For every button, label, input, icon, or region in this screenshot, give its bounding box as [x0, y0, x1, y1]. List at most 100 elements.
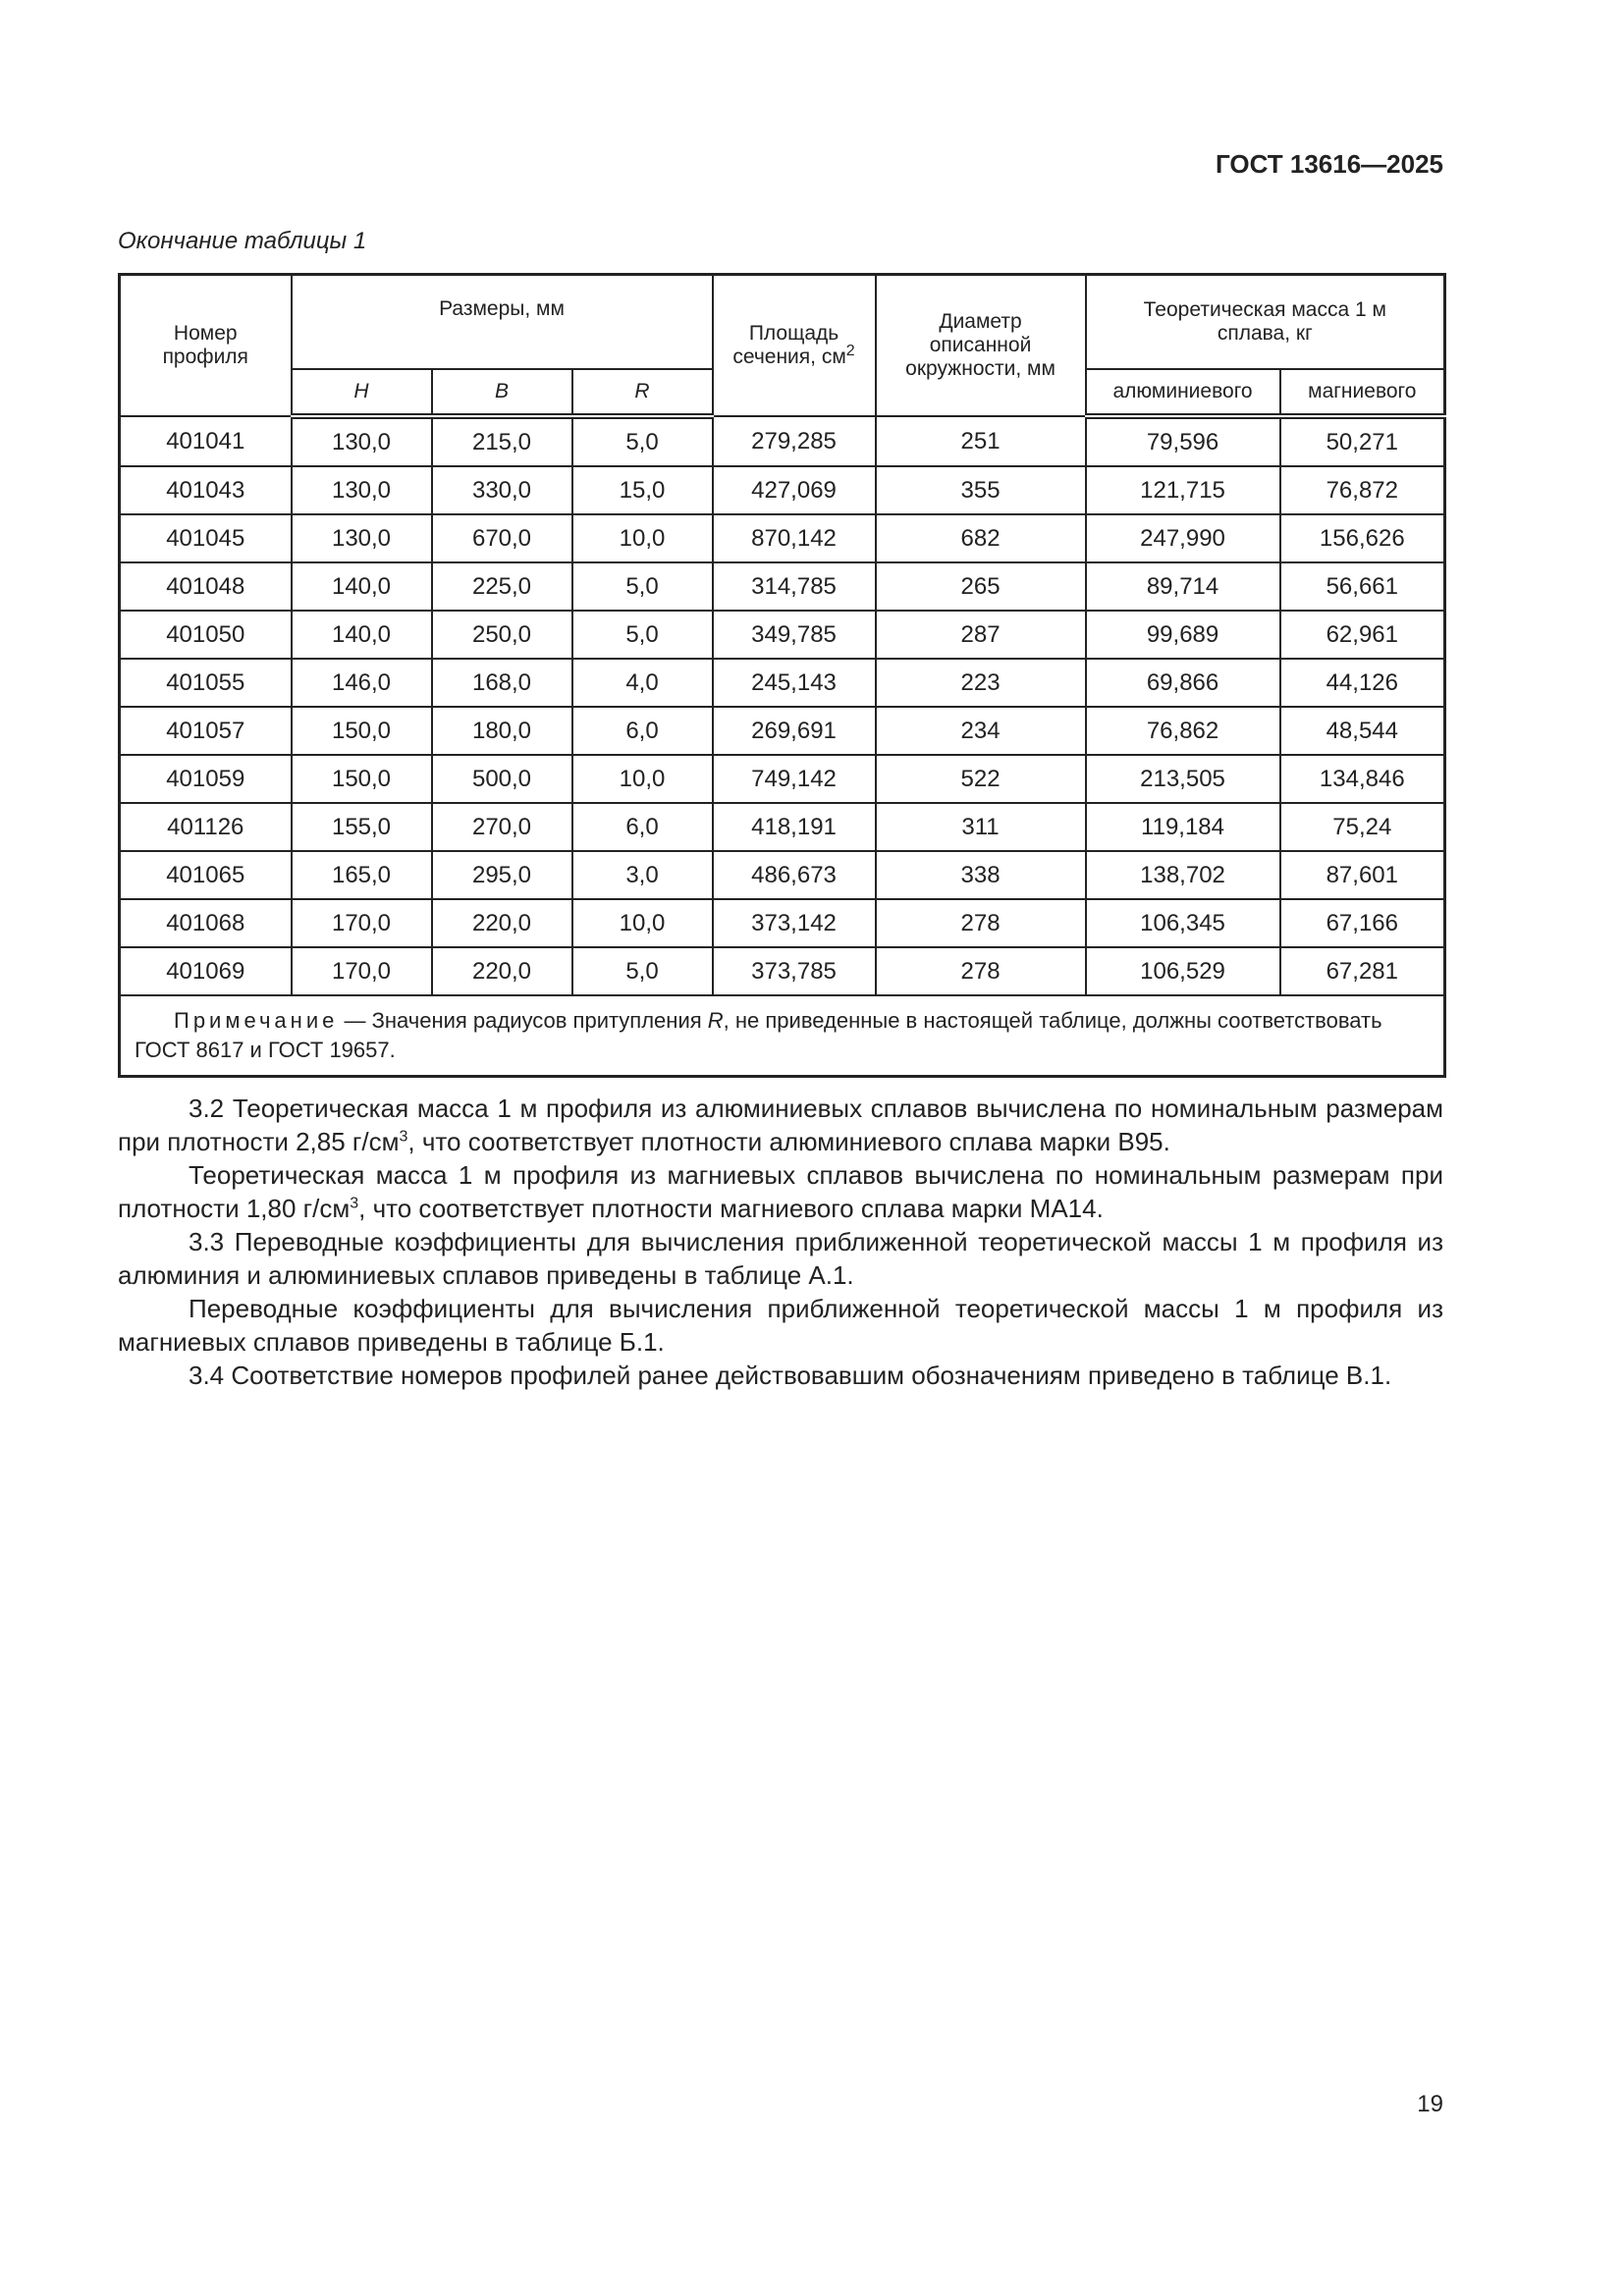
- table-cell: 401045: [118, 513, 293, 563]
- table-cell: 245,143: [711, 658, 877, 708]
- header-h: H: [290, 368, 433, 419]
- table-cell: 295,0: [430, 850, 573, 900]
- table-cell: 10,0: [570, 513, 714, 563]
- table-cell: 140,0: [290, 561, 433, 612]
- p2-sup: 3: [350, 1195, 359, 1212]
- table-cell: 138,702: [1084, 850, 1281, 900]
- table-cell: 278: [874, 898, 1087, 948]
- table-row: 401045 130,0 670,0 10,0 870,142 682 247,990 156…: [118, 513, 1446, 563]
- table-cell: 3,0: [570, 850, 714, 900]
- table-cell: 401059: [118, 754, 293, 804]
- table-row: 401126 155,0 270,0 6,0 418,191 311 119,184 75,2…: [118, 802, 1446, 852]
- table-cell: 373,142: [711, 898, 877, 948]
- table-cell: 5,0: [570, 561, 714, 612]
- paragraph-3-2-mg: Теоретическая масса 1 м профиля из магни…: [118, 1158, 1443, 1225]
- table-cell: 401041: [118, 415, 293, 467]
- table-cell: 870,142: [711, 513, 877, 563]
- document-id: ГОСТ 13616—2025: [1216, 149, 1443, 179]
- table-cell: 99,689: [1084, 610, 1281, 660]
- table-cell: 278: [874, 946, 1087, 996]
- table-cell: 75,24: [1278, 802, 1446, 852]
- note-text-a: — Значения радиусов притупления: [338, 1008, 708, 1033]
- table-cell: 401068: [118, 898, 293, 948]
- body-text: 3.2 Теоретическая масса 1 м профиля из а…: [118, 1092, 1443, 1392]
- table-cell: 130,0: [290, 513, 433, 563]
- table-cell: 522: [874, 754, 1087, 804]
- paragraph-3-3: 3.3 Переводные коэффициенты для вычислен…: [118, 1227, 1443, 1290]
- table-cell: 401048: [118, 561, 293, 612]
- table-cell: 373,785: [711, 946, 877, 996]
- table-cell: 69,866: [1084, 658, 1281, 708]
- table-row: 401057 150,0 180,0 6,0 269,691 234 76,862 48,54…: [118, 706, 1446, 756]
- table-cell: 106,345: [1084, 898, 1281, 948]
- table-cell: 5,0: [570, 610, 714, 660]
- table-cell: 146,0: [290, 658, 433, 708]
- table-row: 401043 130,0 330,0 15,0 427,069 355 121,715 76,…: [118, 465, 1446, 515]
- table-cell: 682: [874, 513, 1087, 563]
- table-cell: 287: [874, 610, 1087, 660]
- table-cell: 401057: [118, 706, 293, 756]
- table-cell: 225,0: [430, 561, 573, 612]
- p1-sup: 3: [399, 1128, 408, 1146]
- table-cell: 234: [874, 706, 1087, 756]
- table-cell: 269,691: [711, 706, 877, 756]
- table-cell: 427,069: [711, 465, 877, 515]
- table-cell: 48,544: [1278, 706, 1446, 756]
- table-cell: 250,0: [430, 610, 573, 660]
- table-cell: 121,715: [1084, 465, 1281, 515]
- table-cell: 5,0: [570, 415, 714, 467]
- header-area-text: Площадь сечения, см: [732, 322, 846, 368]
- table-cell: 5,0: [570, 946, 714, 996]
- table-cell: 500,0: [430, 754, 573, 804]
- table-cell: 130,0: [290, 415, 433, 467]
- table-cell: 130,0: [290, 465, 433, 515]
- header-b: B: [430, 368, 573, 419]
- table-row: 401048 140,0 225,0 5,0 314,785 265 89,714 56,66…: [118, 561, 1446, 612]
- table-cell: 10,0: [570, 898, 714, 948]
- table-cell: 223: [874, 658, 1087, 708]
- table-cell: 76,872: [1278, 465, 1446, 515]
- table-cell: 155,0: [290, 802, 433, 852]
- table-cell: 355: [874, 465, 1087, 515]
- note-r: R: [707, 1008, 724, 1033]
- table-cell: 330,0: [430, 465, 573, 515]
- header-magnesium: магниевого: [1278, 368, 1446, 419]
- table-cell: 67,166: [1278, 898, 1446, 948]
- table-cell: 670,0: [430, 513, 573, 563]
- table-cell: 401055: [118, 658, 293, 708]
- table-cell: 251: [874, 415, 1087, 467]
- table-cell: 486,673: [711, 850, 877, 900]
- paragraph-3-3-mg: Переводные коэффициенты для вычисления п…: [118, 1294, 1443, 1357]
- table-cell: 220,0: [430, 946, 573, 996]
- table-cell: 6,0: [570, 802, 714, 852]
- table-cell: 140,0: [290, 610, 433, 660]
- table-cell: 44,126: [1278, 658, 1446, 708]
- table-cell: 4,0: [570, 658, 714, 708]
- p2-text-a: Теоретическая масса 1 м профиля из магни…: [118, 1160, 1443, 1223]
- note-lead: Примечание: [174, 1008, 339, 1033]
- profiles-table: Номер профиля Размеры, мм Площадь сечени…: [118, 273, 1447, 1078]
- table-cell: 213,505: [1084, 754, 1281, 804]
- table-cell: 79,596: [1084, 415, 1281, 467]
- table-cell: 170,0: [290, 898, 433, 948]
- table-cell: 265: [874, 561, 1087, 612]
- paragraph-3-2: 3.2 Теоретическая масса 1 м профиля из а…: [118, 1092, 1443, 1158]
- table-cell: 180,0: [430, 706, 573, 756]
- header-r: R: [570, 368, 714, 419]
- p1-text-a: 3.2 Теоретическая масса 1 м профиля из а…: [118, 1094, 1443, 1156]
- table-cell: 119,184: [1084, 802, 1281, 852]
- table-row: 401068 170,0 220,0 10,0 373,142 278 106,345 67,…: [118, 898, 1446, 948]
- table-cell: 150,0: [290, 754, 433, 804]
- table-row: 401055 146,0 168,0 4,0 245,143 223 69,866 44,12…: [118, 658, 1446, 708]
- table-cell: 401069: [118, 946, 293, 996]
- header-aluminum: алюминиевого: [1084, 368, 1281, 419]
- table-cell: 270,0: [430, 802, 573, 852]
- table-caption: Окончание таблицы 1: [118, 228, 367, 254]
- table-cell: 220,0: [430, 898, 573, 948]
- paragraph-3-4: 3.4 Соответствие номеров профилей ранее …: [189, 1361, 1392, 1390]
- header-diameter: Диаметр описанной окружности, мм: [874, 273, 1087, 417]
- table-cell: 749,142: [711, 754, 877, 804]
- table-cell: 56,661: [1278, 561, 1446, 612]
- table-cell: 247,990: [1084, 513, 1281, 563]
- table-cell: 87,601: [1278, 850, 1446, 900]
